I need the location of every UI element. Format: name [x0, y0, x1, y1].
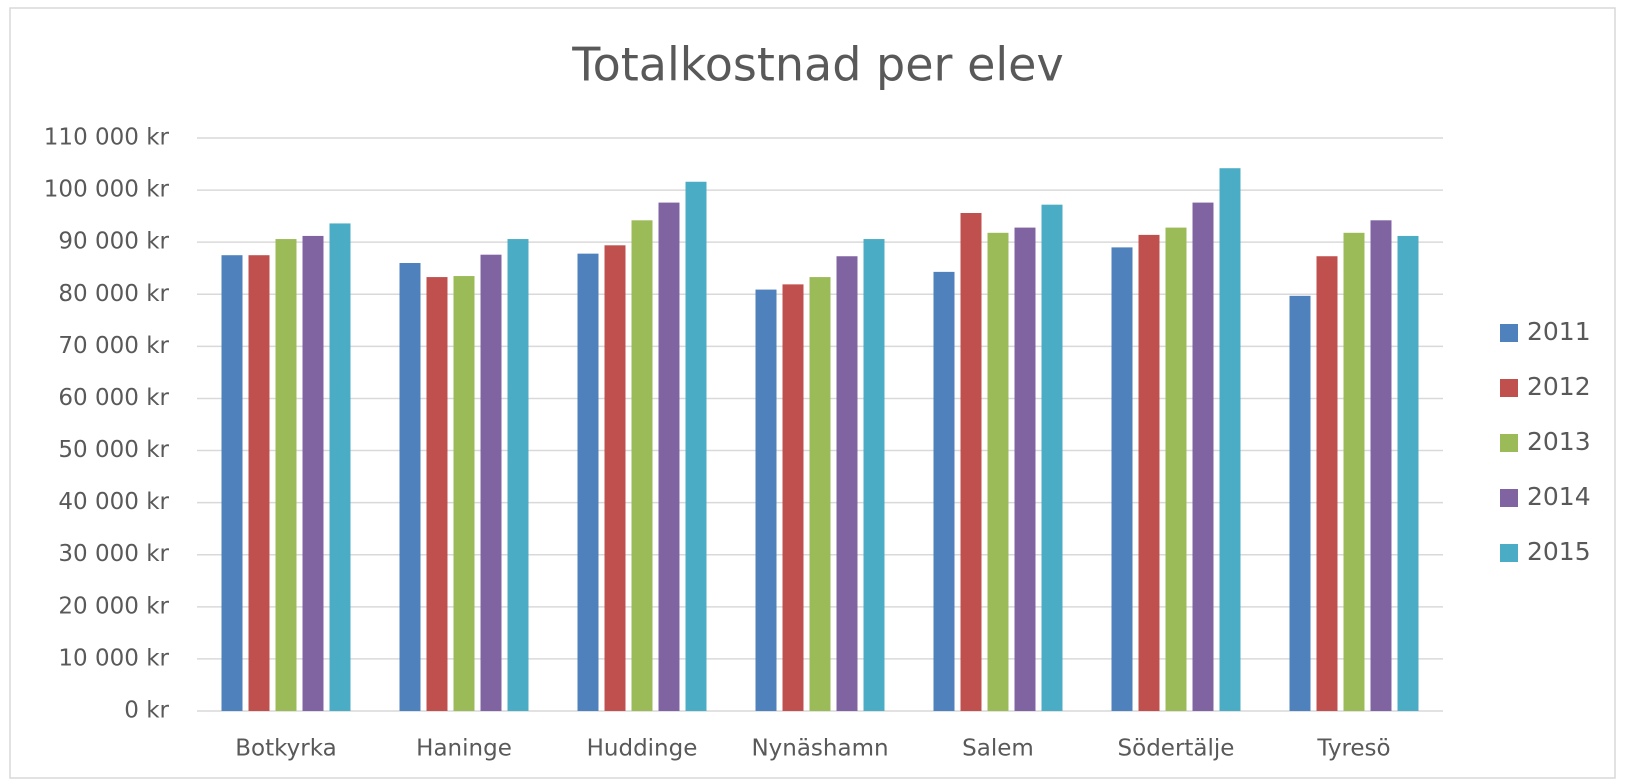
bar [604, 245, 626, 712]
legend-label: 2012 [1527, 372, 1591, 401]
x-tick-label: Salem [962, 736, 1034, 762]
x-tick-label: Huddinge [587, 736, 698, 762]
legend-label: 2015 [1527, 537, 1591, 566]
x-tick-label: Haninge [416, 736, 512, 762]
legend-swatch [1500, 434, 1518, 452]
bar [1397, 235, 1419, 711]
bar [1343, 232, 1365, 711]
bar [507, 239, 529, 711]
bar [302, 235, 324, 711]
y-tick-label: 30 000 kr [58, 541, 169, 567]
bar [1165, 227, 1187, 711]
bar [809, 277, 831, 711]
bar [755, 289, 777, 711]
y-tick-label: 50 000 kr [58, 437, 169, 463]
y-tick-label: 80 000 kr [58, 281, 169, 307]
bar [658, 202, 680, 712]
y-tick-label: 100 000 kr [44, 177, 170, 203]
bar [248, 255, 270, 712]
bar [275, 239, 297, 711]
bar [836, 256, 858, 711]
bar [685, 181, 707, 712]
bar [399, 263, 421, 711]
legend-label: 2013 [1527, 427, 1591, 456]
y-tick-label: 0 kr [124, 698, 169, 724]
bar [221, 255, 243, 712]
y-tick-label: 110 000 kr [44, 125, 170, 151]
bar [933, 271, 955, 711]
bar [631, 220, 653, 711]
legend-label: 2011 [1527, 317, 1591, 346]
bar [1014, 227, 1036, 711]
x-tick-label: Nynäshamn [751, 736, 888, 762]
y-tick-label: 90 000 kr [58, 229, 169, 255]
bar [782, 284, 804, 711]
bar [960, 213, 982, 711]
bar [987, 232, 1009, 711]
bar [1316, 256, 1338, 711]
y-tick-label: 60 000 kr [58, 385, 169, 411]
bar [577, 253, 599, 711]
y-tick-label: 10 000 kr [58, 645, 169, 671]
legend-swatch [1500, 489, 1518, 507]
bar [863, 239, 885, 711]
y-tick-label: 40 000 kr [58, 489, 169, 515]
legend-swatch [1500, 544, 1518, 562]
y-tick-label: 70 000 kr [58, 333, 169, 359]
bar [480, 254, 502, 711]
bar [1192, 202, 1214, 712]
x-tick-label: Botkyrka [235, 736, 336, 762]
x-tick-label: Tyresö [1316, 736, 1390, 762]
legend-swatch [1500, 324, 1518, 342]
legend-label: 2014 [1527, 482, 1591, 511]
x-tick-label: Södertälje [1118, 736, 1235, 762]
bar [1111, 247, 1133, 711]
bar [1219, 168, 1241, 712]
y-tick-label: 20 000 kr [58, 593, 169, 619]
bar [453, 276, 475, 711]
bar [1041, 204, 1063, 711]
chart-title: Totalkostnad per elev [571, 38, 1063, 92]
bar [1289, 295, 1311, 711]
bar [1370, 220, 1392, 711]
bar [426, 277, 448, 711]
bar [1138, 234, 1160, 711]
bar [329, 223, 351, 712]
legend-swatch [1500, 379, 1518, 397]
